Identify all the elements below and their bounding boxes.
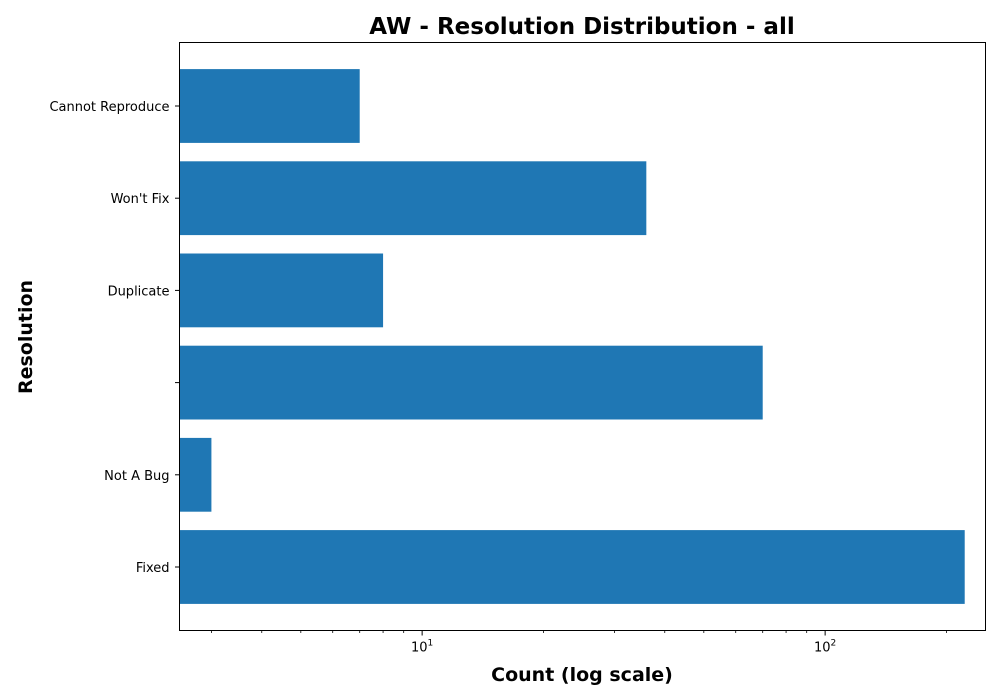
y-tick-label: Won't Fix [111, 192, 170, 207]
x-tick-label: 102 [814, 639, 836, 656]
bars-group [179, 69, 965, 604]
y-axis-label: Resolution [15, 280, 37, 394]
x-axis-ticks: 101 102 [211, 630, 947, 656]
bar [179, 161, 647, 236]
y-axis-ticks: Cannot Reproduce Won't Fix Duplicate Not A … [49, 100, 180, 576]
bar [179, 253, 384, 328]
y-tick-label: Not A Bug [104, 469, 169, 484]
bar [179, 437, 212, 512]
bar [179, 345, 763, 420]
x-tick-label: 101 [411, 639, 433, 656]
plot-frame [179, 42, 986, 631]
y-tick-label: Cannot Reproduce [49, 100, 169, 115]
bar [179, 69, 360, 143]
y-tick-label: Fixed [136, 561, 170, 576]
x-axis-label: Count (log scale) [491, 664, 673, 686]
y-tick-label: Duplicate [108, 284, 170, 299]
chart-title: AW - Resolution Distribution - all [369, 14, 794, 40]
bar [179, 530, 965, 604]
